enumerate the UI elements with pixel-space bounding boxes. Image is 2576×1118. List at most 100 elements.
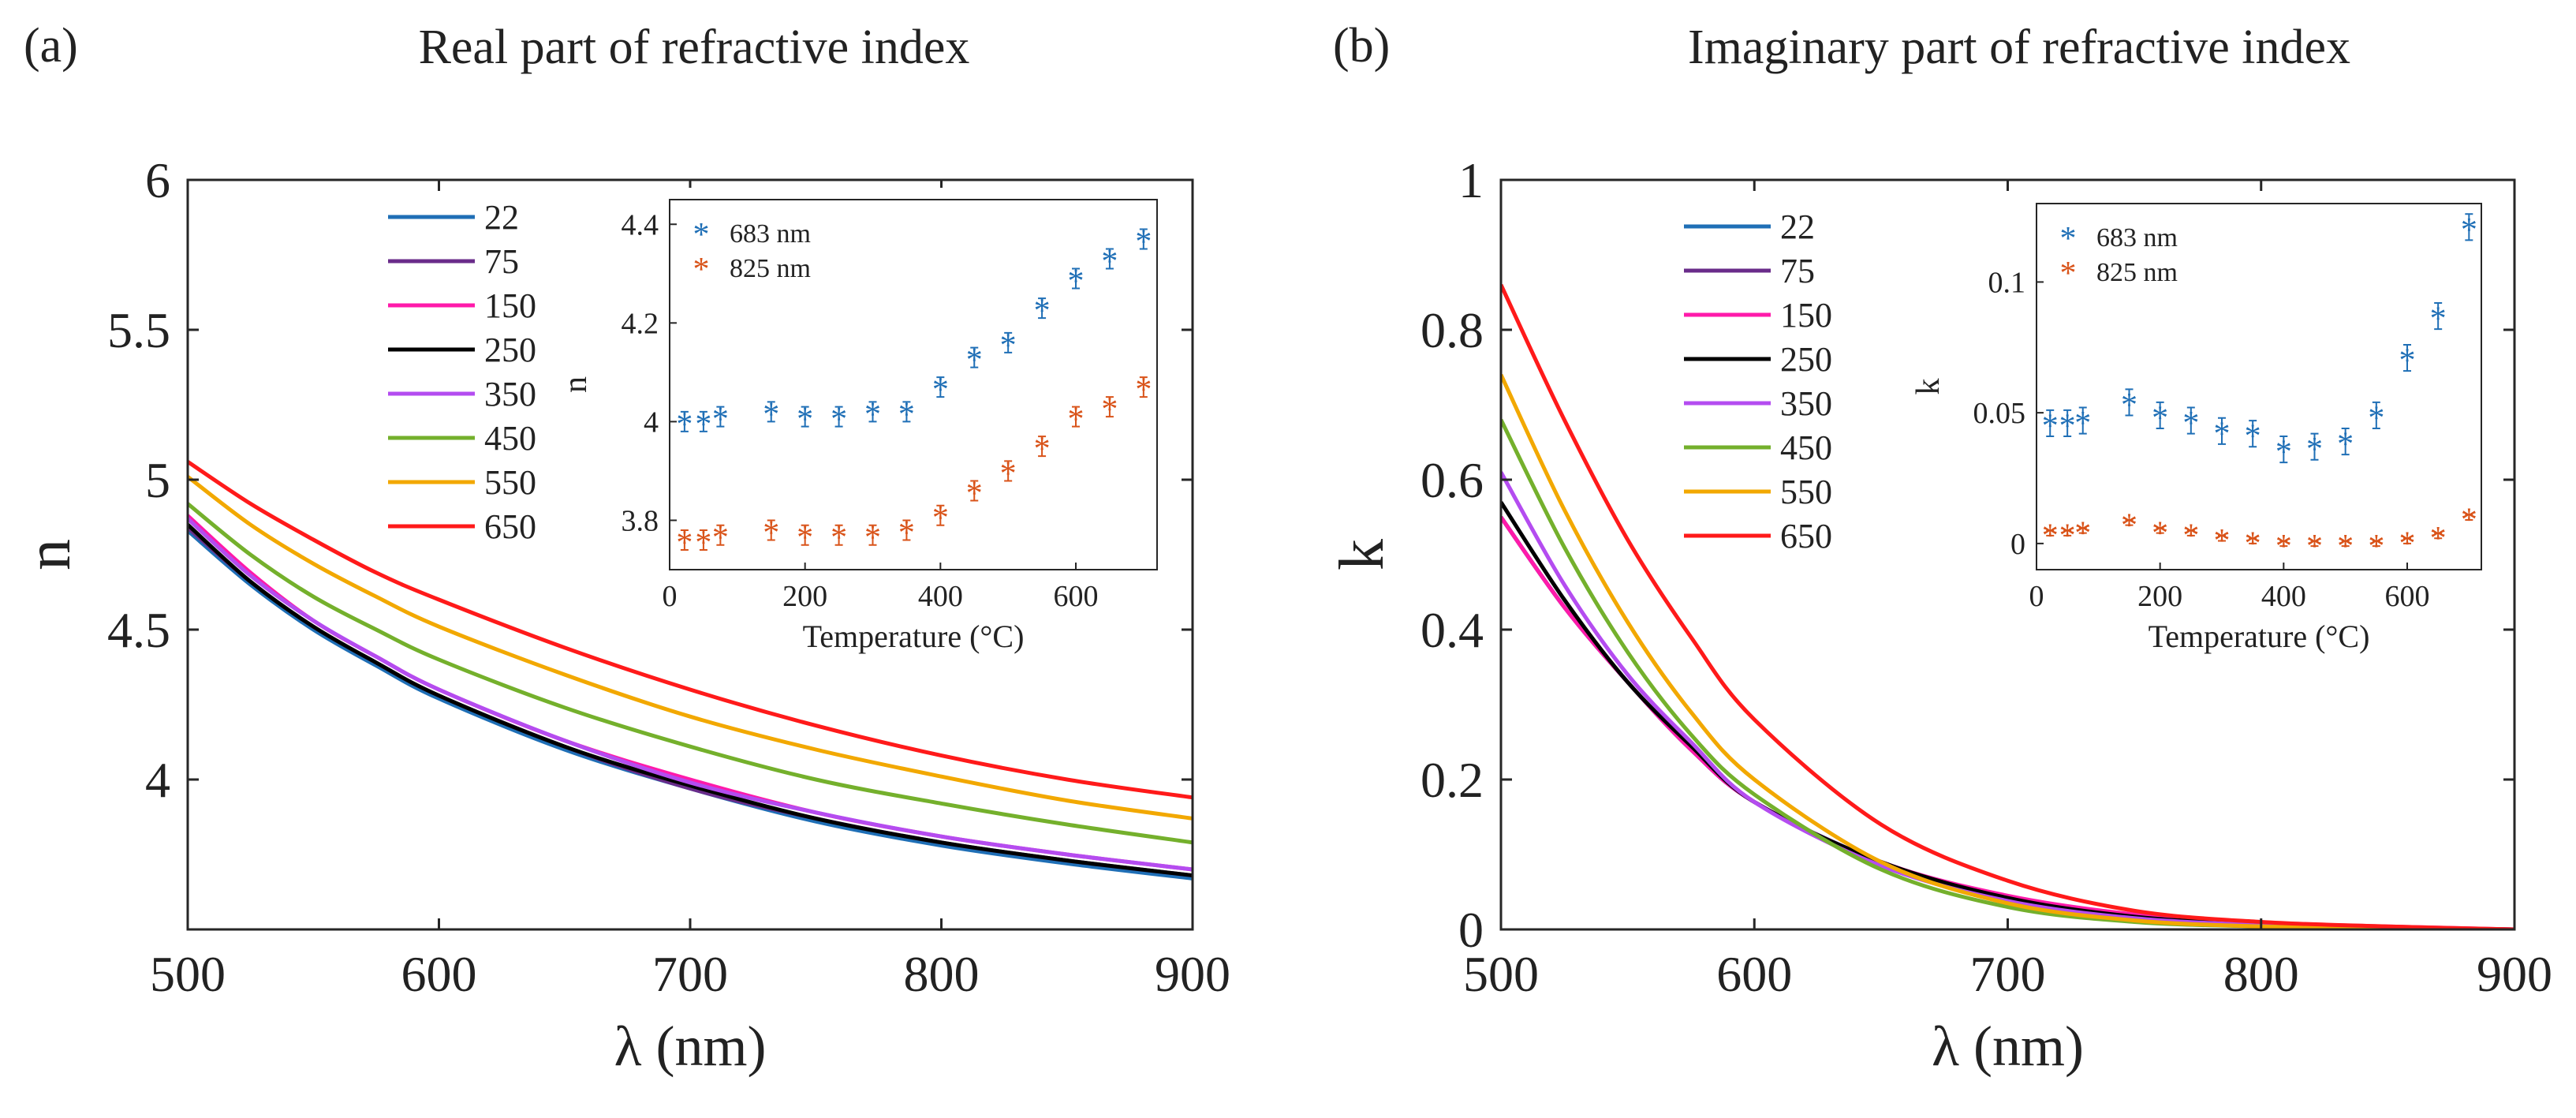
inset-point-825-nm: * <box>1000 456 1017 492</box>
inset-point-825-nm: * <box>797 520 813 556</box>
inset-point-825-nm: * <box>1068 402 1085 438</box>
y-tick-label: 5 <box>145 452 170 508</box>
inset-point-825-nm: * <box>2214 523 2231 559</box>
inset-error-bar <box>699 529 707 551</box>
inset-error-bar <box>902 519 911 541</box>
inset-point-683-nm: * <box>2275 435 2292 471</box>
inset-error-bar <box>1105 248 1114 270</box>
inset-x-tick-label: 400 <box>2261 580 2306 613</box>
inset-error-bar <box>2372 401 2380 430</box>
inset-point-825-nm: * <box>2306 529 2323 565</box>
inset-legend-label: 683 nm <box>730 219 811 249</box>
inset-point-683-nm: * <box>831 402 847 438</box>
inset-error-bar <box>2465 514 2473 522</box>
inset-error-bar <box>936 504 945 526</box>
inset-point-683-nm: * <box>966 342 983 379</box>
inset-point-683-nm: * <box>2121 387 2137 424</box>
x-tick-label: 500 <box>150 946 226 1002</box>
series-line-550 <box>1501 373 2514 929</box>
inset-error-bar <box>2403 343 2411 372</box>
inset-point-683-nm: * <box>1000 327 1017 364</box>
inset-error-bar <box>716 524 725 546</box>
inset-point-683-nm: * <box>2368 400 2384 436</box>
inset-point-683-nm: * <box>797 402 813 438</box>
inset-error-bar <box>970 346 979 368</box>
y-tick-label: 1 <box>1458 152 1484 208</box>
inset-point-683-nm: * <box>898 397 915 433</box>
inset-point-825-nm: * <box>2337 529 2354 565</box>
series-line-450 <box>188 502 1193 845</box>
panel-a-tag: (a) <box>24 19 78 73</box>
panel-a-legend: 22 75 150 250 350 450 550 650 <box>388 198 536 546</box>
panel-a-x-axis-label: λ (nm) <box>614 1015 767 1078</box>
inset-error-bar <box>2434 301 2443 331</box>
inset-error-bar <box>2046 409 2055 437</box>
panel-a-title: Real part of refractive index <box>419 21 970 74</box>
x-tick-label: 900 <box>1155 946 1230 1002</box>
inset-error-bar <box>1139 228 1148 250</box>
legend-label-250: 250 <box>1780 340 1832 379</box>
inset-error-bar <box>902 401 911 423</box>
legend-label-75: 75 <box>484 242 519 281</box>
inset-error-bar <box>1038 436 1047 458</box>
inset-error-bar <box>2310 540 2319 548</box>
inset-error-bar <box>970 480 979 502</box>
inset-point-683-nm: * <box>712 402 729 438</box>
inset-x-axis-label: Temperature (°C) <box>803 619 1025 654</box>
inset-point-825-nm: * <box>1135 372 1152 409</box>
y-tick-label: 0.2 <box>1421 752 1484 808</box>
legend-label-450: 450 <box>1780 428 1832 467</box>
inset-point-825-nm: * <box>2074 515 2091 552</box>
inset-point-683-nm: * <box>2306 432 2323 468</box>
inset-error-bar <box>2218 534 2226 542</box>
inset-legend-marker: * <box>693 252 710 288</box>
inset-point-683-nm: * <box>2430 301 2447 338</box>
inset-point-683-nm: * <box>1068 264 1085 300</box>
y-tick-label: 0 <box>1458 902 1484 958</box>
inset-error-bar <box>1072 406 1080 428</box>
inset-y-tick-label: 3.8 <box>622 504 659 537</box>
inset-error-bar <box>1004 460 1013 482</box>
inset-x-tick-label: 600 <box>2385 580 2430 613</box>
panel-b-y-axis-label: k <box>1327 539 1397 570</box>
inset-point-825-nm: * <box>2399 526 2416 563</box>
inset-error-bar <box>2310 432 2319 461</box>
panel-b-tag: (b) <box>1333 19 1390 73</box>
inset-error-bar <box>2063 529 2072 537</box>
inset-point-825-nm: * <box>831 520 847 556</box>
inset-axes-frame <box>669 199 1158 570</box>
inset-error-bar <box>2125 388 2134 417</box>
inset-point-683-nm: * <box>2042 408 2059 444</box>
inset-error-bar <box>1072 267 1080 290</box>
inset-point-825-nm: * <box>2059 518 2076 555</box>
legend-label-350: 350 <box>484 375 536 413</box>
x-tick-label: 700 <box>652 946 728 1002</box>
inset-point-683-nm: * <box>1135 224 1152 260</box>
inset-legend-label: 825 nm <box>2096 258 2178 287</box>
inset-legend-marker: * <box>693 217 710 253</box>
inset-error-bar <box>868 524 877 546</box>
inset-error-bar <box>2218 417 2226 445</box>
inset-error-bar <box>1004 331 1013 353</box>
inset-error-bar <box>2249 420 2257 448</box>
inset-error-bar <box>2078 526 2087 534</box>
inset-legend-label: 825 nm <box>730 254 811 283</box>
inset-point-825-nm: * <box>763 515 779 552</box>
inset-point-825-nm: * <box>695 525 711 561</box>
inset-point-683-nm: * <box>1034 294 1051 330</box>
inset-point-825-nm: * <box>1101 392 1118 428</box>
inset-point-683-nm: * <box>2461 212 2477 249</box>
panel-b-x-axis-label: λ (nm) <box>1932 1015 2084 1078</box>
inset-error-bar <box>767 401 775 423</box>
inset-point-825-nm: * <box>712 520 729 556</box>
inset-error-bar <box>767 519 775 541</box>
inset-point-683-nm: * <box>2059 408 2076 444</box>
legend-label-450: 450 <box>484 419 536 458</box>
legend-label-75: 75 <box>1780 252 1815 290</box>
y-tick-label: 5.5 <box>107 302 170 358</box>
inset-x-tick-label: 200 <box>2137 580 2182 613</box>
inset-point-825-nm: * <box>932 500 949 537</box>
panel-b-title: Imaginary part of refractive index <box>1688 21 2350 74</box>
x-tick-label: 600 <box>401 946 477 1002</box>
